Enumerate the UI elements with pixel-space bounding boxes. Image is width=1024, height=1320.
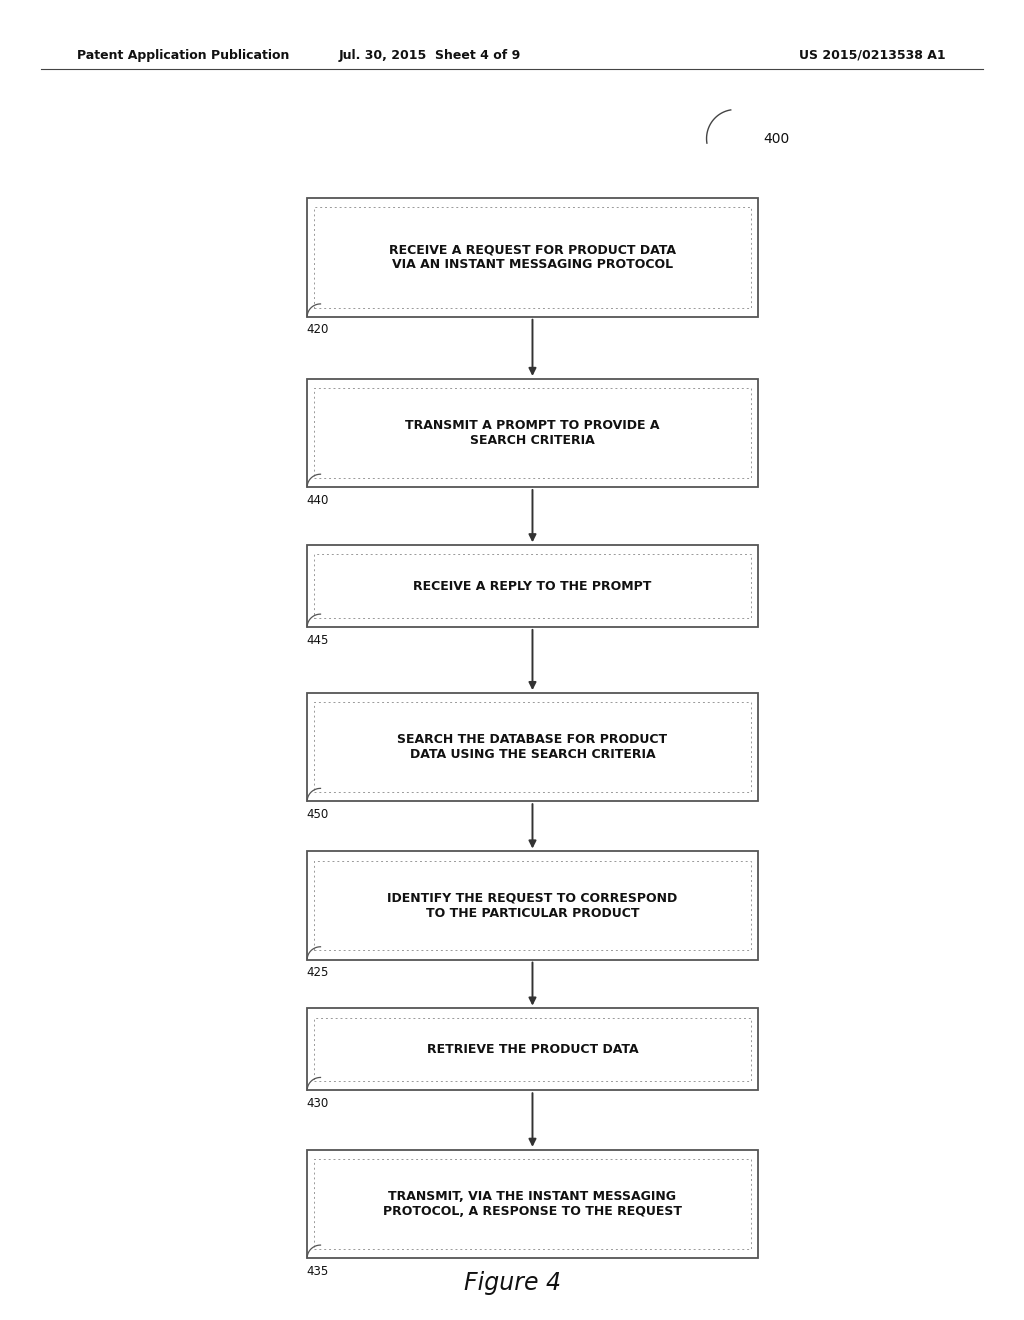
Bar [307,198,758,317]
Text: TRANSMIT, VIA THE INSTANT MESSAGING
PROTOCOL, A RESPONSE TO THE REQUEST: TRANSMIT, VIA THE INSTANT MESSAGING PROT… [383,1189,682,1218]
Bar [314,861,751,950]
Bar [307,693,758,801]
Text: 420: 420 [306,323,329,337]
Text: SEARCH THE DATABASE FOR PRODUCT
DATA USING THE SEARCH CRITERIA: SEARCH THE DATABASE FOR PRODUCT DATA USI… [397,733,668,762]
Bar [314,554,751,618]
Bar [314,207,751,308]
Text: 435: 435 [306,1265,329,1278]
Text: 430: 430 [306,1097,329,1110]
Bar [307,1008,758,1090]
Text: Patent Application Publication: Patent Application Publication [77,49,289,62]
Text: 400: 400 [763,132,790,145]
Bar [314,702,751,792]
Bar [314,388,751,478]
Text: 425: 425 [306,966,329,979]
Text: RECEIVE A REQUEST FOR PRODUCT DATA
VIA AN INSTANT MESSAGING PROTOCOL: RECEIVE A REQUEST FOR PRODUCT DATA VIA A… [389,243,676,272]
Text: 450: 450 [306,808,329,821]
Bar [314,1018,751,1081]
Text: Figure 4: Figure 4 [464,1271,560,1295]
Text: Jul. 30, 2015  Sheet 4 of 9: Jul. 30, 2015 Sheet 4 of 9 [339,49,521,62]
Text: RETRIEVE THE PRODUCT DATA: RETRIEVE THE PRODUCT DATA [427,1043,638,1056]
Bar [307,545,758,627]
Text: RECEIVE A REPLY TO THE PROMPT: RECEIVE A REPLY TO THE PROMPT [414,579,651,593]
Text: TRANSMIT A PROMPT TO PROVIDE A
SEARCH CRITERIA: TRANSMIT A PROMPT TO PROVIDE A SEARCH CR… [406,418,659,447]
Bar [307,1150,758,1258]
Bar [314,1159,751,1249]
Bar [307,379,758,487]
Text: US 2015/0213538 A1: US 2015/0213538 A1 [799,49,945,62]
Text: IDENTIFY THE REQUEST TO CORRESPOND
TO THE PARTICULAR PRODUCT: IDENTIFY THE REQUEST TO CORRESPOND TO TH… [387,891,678,920]
Text: 440: 440 [306,494,329,507]
Text: 445: 445 [306,634,329,647]
Bar [307,851,758,960]
